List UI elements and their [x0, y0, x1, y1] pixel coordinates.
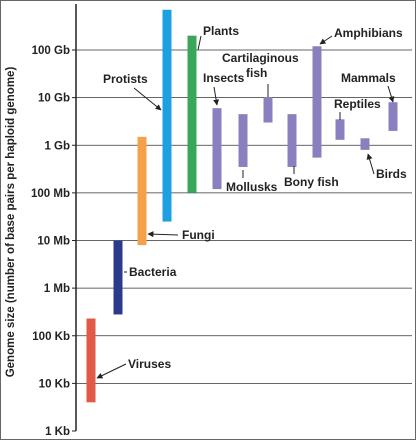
bar-labels: Viruses Bacteria Fungi Protists Plants Insect… — [96, 24, 407, 379]
bar-label-fungi: Fungi — [182, 228, 215, 242]
bar-label-bony-fish: Bony fish — [284, 175, 339, 189]
bar-label-mollusks: Mollusks — [226, 180, 278, 194]
leader-line-fungi — [147, 231, 179, 238]
bar-mammals — [388, 102, 398, 131]
tick-label-1-gb: 1 Gb — [44, 140, 70, 152]
tick-label-100-mb: 100 Mb — [31, 188, 70, 200]
leader-line-viruses — [96, 363, 127, 379]
tick-label-100-kb: 100 Kb — [32, 331, 70, 343]
tick-label-1-kb: 1 Kb — [45, 426, 70, 438]
leader-line-plants — [197, 35, 202, 51]
bar-label-amphibians: Amphibians — [334, 26, 403, 40]
bar-label-plants: Plants — [203, 24, 239, 38]
bar-protists — [162, 9, 172, 222]
bar-label-mammals: Mammals — [341, 71, 396, 85]
bar-birds — [360, 138, 370, 150]
bar-fungi — [137, 136, 147, 246]
bar-label-viruses: Viruses — [128, 357, 171, 371]
bar-plants — [187, 35, 197, 193]
bars — [86, 9, 398, 403]
bar-reptiles — [335, 119, 345, 140]
y-axis: 1 Kb 10 Kb 100 Kb 1 Mb 10 Mb 100 Mb 1 Gb 10 Gb 1… — [31, 4, 77, 438]
bar-bacteria — [113, 240, 123, 315]
bar-label-birds: Birds — [376, 167, 407, 181]
bar-bony-fish — [287, 114, 297, 167]
tick-label-100-gb: 100 Gb — [32, 45, 70, 57]
bar-label-insects: Insects — [203, 71, 245, 85]
leader-line-birds — [366, 153, 375, 175]
leader-line-insects — [213, 86, 220, 106]
tick-label-10-gb: 10 Gb — [38, 93, 70, 105]
tick-label-1-mb: 1 Mb — [44, 283, 70, 295]
bar-viruses — [86, 318, 96, 403]
bar-label-bacteria: Bacteria — [129, 265, 177, 279]
y-axis-label: Genome size (number of base pairs per ha… — [5, 67, 17, 378]
bar-insects — [212, 108, 222, 190]
bar-label-reptiles: Reptiles — [334, 97, 381, 111]
bar-amphibians — [312, 46, 322, 158]
leader-line-mammals — [387, 85, 395, 103]
bar-mollusks — [238, 114, 248, 167]
bar-cartilaginous-fish — [263, 97, 273, 123]
leader-line-amphibians — [319, 35, 333, 45]
tick-label-10-kb: 10 Kb — [39, 378, 70, 390]
leader-line-protists — [133, 87, 162, 111]
tick-label-10-mb: 10 Mb — [37, 236, 70, 248]
bar-label-protists: Protists — [103, 72, 148, 86]
bar-label-cartilaginous-fish: Cartilaginous fish — [222, 51, 299, 80]
